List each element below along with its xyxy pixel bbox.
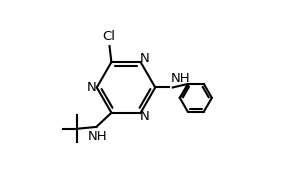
Text: NH: NH [170, 72, 190, 85]
Text: N: N [140, 52, 150, 65]
Text: Cl: Cl [102, 30, 115, 43]
Text: NH: NH [88, 130, 107, 143]
Text: N: N [140, 110, 150, 123]
Text: N: N [86, 81, 96, 94]
